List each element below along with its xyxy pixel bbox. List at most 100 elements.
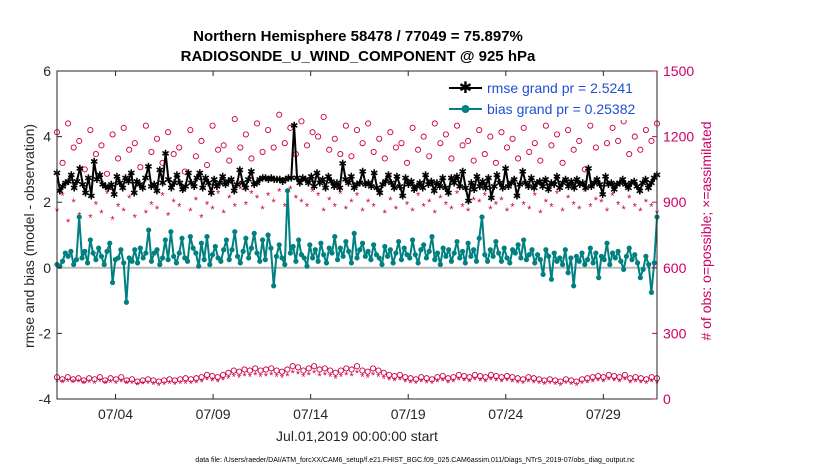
bias-point — [254, 250, 260, 256]
obs-possible-marker — [426, 153, 433, 160]
bias-point — [362, 253, 368, 259]
obs-possible-marker — [642, 126, 649, 134]
obs-possible-marker — [281, 140, 288, 147]
bias-point — [198, 240, 205, 246]
rmse-point: ✱ — [321, 183, 329, 194]
rmse-point: ✱ — [73, 177, 81, 188]
bias-point — [134, 260, 141, 266]
rmse-point: ✱ — [236, 165, 244, 176]
rmse-point: ✱ — [199, 183, 207, 194]
obs-possible-marker — [75, 375, 82, 382]
rmse-point: ✱ — [421, 170, 429, 181]
rmse-point: ✱ — [193, 174, 201, 185]
obs-possible-marker — [439, 372, 446, 380]
obs-assimilated-marker: * — [516, 193, 521, 205]
obs-assimilated-marker: * — [553, 380, 558, 392]
obs-assimilated-marker: * — [596, 376, 601, 388]
obs-possible-marker — [431, 120, 438, 127]
obs-possible-marker — [220, 142, 227, 149]
obs-possible-marker — [109, 131, 116, 138]
legend-bias-marker — [461, 105, 470, 113]
obs-possible-marker — [348, 366, 355, 373]
y-right-tick-label: 0 — [663, 391, 671, 407]
bias-point — [534, 252, 541, 258]
rmse-point: ✱ — [430, 187, 438, 198]
obs-possible-marker — [453, 122, 461, 129]
obs-assimilated-marker: * — [607, 375, 612, 387]
obs-possible-marker — [465, 137, 472, 145]
obs-assimilated-marker: * — [60, 378, 65, 390]
rmse-point: ✱ — [87, 192, 95, 203]
obs-possible-marker — [242, 131, 249, 138]
rmse-point: ✱ — [64, 177, 72, 188]
obs-assimilated-marker: * — [253, 370, 258, 382]
rmse-point: ✱ — [379, 180, 387, 191]
rmse-point: ✱ — [633, 182, 641, 193]
rmse-point: ✱ — [510, 175, 518, 186]
obs-assimilated-marker: * — [438, 193, 443, 205]
bias-point — [421, 242, 427, 248]
bias-point — [287, 250, 293, 256]
rmse-point: ✱ — [499, 183, 507, 194]
obs-assimilated-marker: * — [155, 204, 160, 216]
obs-possible-marker — [520, 124, 527, 131]
bias-point — [590, 260, 596, 266]
rmse-point: ✱ — [93, 175, 101, 186]
obs-assimilated-marker: * — [494, 376, 499, 388]
obs-possible-marker — [415, 146, 422, 153]
bias-point — [387, 247, 393, 253]
rmse-point: ✱ — [141, 174, 149, 185]
rmse-point: ✱ — [299, 174, 307, 185]
rmse-point: ✱ — [596, 180, 604, 191]
rmse-point: ✱ — [273, 175, 281, 186]
obs-possible-marker — [187, 126, 194, 134]
obs-assimilated-marker: * — [312, 368, 317, 380]
obs-assimilated-marker: * — [221, 375, 226, 387]
obs-assimilated-marker: * — [76, 377, 81, 389]
obs-assimilated-marker: * — [548, 379, 553, 391]
bias-point — [340, 253, 346, 259]
obs-assimilated-marker: * — [416, 191, 421, 203]
bias-point — [379, 261, 385, 268]
obs-assimilated-marker: * — [444, 199, 449, 211]
bias-point — [548, 276, 555, 282]
bias-point — [312, 247, 318, 253]
obs-assimilated-marker: * — [194, 195, 199, 207]
obs-assimilated-marker: * — [322, 206, 327, 218]
bias-point — [226, 257, 232, 263]
rmse-point: ✱ — [639, 179, 647, 190]
rmse-point: ✱ — [136, 180, 144, 191]
bias-point — [157, 261, 163, 268]
obs-possible-marker — [153, 135, 161, 142]
obs-assimilated-marker: * — [299, 197, 304, 209]
bias-point — [346, 248, 352, 254]
rmse-point: ✱ — [201, 174, 209, 185]
obs-assimilated-marker: * — [610, 191, 615, 203]
obs-assimilated-marker: * — [98, 377, 103, 389]
rmse-point: ✱ — [439, 174, 447, 185]
rmse-point: ✱ — [227, 175, 235, 186]
rmse-point: ✱ — [530, 183, 538, 194]
rmse-point: ✱ — [564, 182, 572, 193]
obs-possible-marker — [375, 367, 382, 374]
obs-assimilated-marker: * — [560, 206, 565, 218]
rmse-point: ✱ — [281, 175, 289, 186]
obs-possible-marker — [621, 371, 628, 378]
obs-assimilated-marker: * — [194, 378, 199, 390]
rmse-series: ✱✱✱✱✱✱✱✱✱✱✱✱✱✱✱✱✱✱✱✱✱✱✱✱✱✱✱✱✱✱✱✱✱✱✱✱✱✱✱✱… — [53, 121, 661, 207]
obs-assimilated-marker: * — [392, 376, 397, 388]
bias-point — [171, 253, 177, 259]
bias-point — [184, 258, 191, 264]
obs-assimilated-marker: * — [167, 379, 172, 391]
rmse-point: ✱ — [247, 167, 255, 178]
obs-possible-marker — [92, 151, 99, 158]
rmse-point: ✱ — [101, 182, 109, 193]
bias-point — [168, 229, 174, 235]
bias-point — [154, 247, 160, 253]
obs-possible-marker — [643, 376, 650, 383]
y-tick-label: -2 — [39, 325, 52, 341]
rmse-point: ✱ — [267, 174, 275, 185]
rmse-point: ✱ — [487, 193, 495, 204]
y-right-tick-label: 1200 — [663, 129, 694, 145]
x-tick-label: 07/04 — [98, 406, 133, 422]
